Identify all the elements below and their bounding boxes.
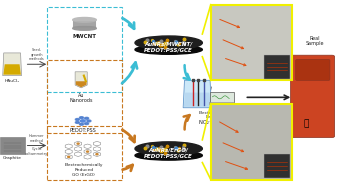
Text: Seed-
growth
methods: Seed- growth methods	[29, 48, 44, 61]
Ellipse shape	[135, 36, 202, 50]
Text: Hummer
method: Hummer method	[29, 134, 44, 143]
Ellipse shape	[135, 45, 202, 54]
Text: Electrochemical
Detection: Electrochemical Detection	[198, 111, 233, 119]
Polygon shape	[183, 80, 211, 108]
Ellipse shape	[87, 151, 89, 152]
Ellipse shape	[96, 154, 98, 155]
FancyBboxPatch shape	[264, 154, 290, 178]
Ellipse shape	[73, 26, 96, 30]
FancyBboxPatch shape	[290, 55, 335, 138]
FancyBboxPatch shape	[211, 104, 292, 180]
Polygon shape	[75, 72, 87, 88]
Polygon shape	[184, 93, 211, 107]
Polygon shape	[3, 64, 21, 75]
FancyBboxPatch shape	[209, 102, 234, 104]
Text: AuNRs/MWCNT/
PEDOT:PSS/GCE: AuNRs/MWCNT/ PEDOT:PSS/GCE	[144, 42, 193, 52]
Ellipse shape	[135, 151, 202, 160]
Ellipse shape	[68, 156, 70, 157]
Ellipse shape	[87, 120, 91, 122]
Ellipse shape	[80, 117, 84, 119]
Ellipse shape	[85, 123, 89, 125]
Text: Electrochemically
Reduced
GO (ErGO): Electrochemically Reduced GO (ErGO)	[65, 163, 103, 177]
Text: NO₂⁻ → NO₃⁻: NO₂⁻ → NO₃⁻	[199, 120, 232, 125]
FancyBboxPatch shape	[211, 5, 292, 80]
Ellipse shape	[80, 123, 84, 125]
Ellipse shape	[81, 120, 85, 122]
Text: Real
Sample: Real Sample	[305, 36, 324, 46]
Text: Cyclic
voltammetry: Cyclic voltammetry	[25, 147, 48, 156]
FancyBboxPatch shape	[264, 55, 290, 79]
Text: Au
Nanorods: Au Nanorods	[69, 93, 93, 103]
Text: MWCNT: MWCNT	[72, 34, 96, 39]
Ellipse shape	[77, 143, 79, 144]
Text: HAuCl₄: HAuCl₄	[5, 79, 20, 83]
Ellipse shape	[73, 17, 96, 22]
Text: PEDOT:PSS: PEDOT:PSS	[69, 128, 96, 133]
FancyBboxPatch shape	[210, 92, 234, 103]
Text: AuNRs/ErGO/
PEDOT:PSS/GCE: AuNRs/ErGO/ PEDOT:PSS/GCE	[144, 148, 193, 158]
Ellipse shape	[135, 142, 202, 155]
Ellipse shape	[75, 119, 80, 120]
Polygon shape	[76, 81, 87, 87]
FancyBboxPatch shape	[0, 137, 25, 154]
Text: 🐄: 🐄	[303, 119, 309, 129]
FancyBboxPatch shape	[73, 20, 96, 28]
Polygon shape	[3, 53, 22, 76]
Ellipse shape	[75, 122, 80, 123]
FancyBboxPatch shape	[296, 59, 330, 81]
Text: Graphite: Graphite	[3, 156, 22, 160]
Ellipse shape	[85, 117, 89, 119]
